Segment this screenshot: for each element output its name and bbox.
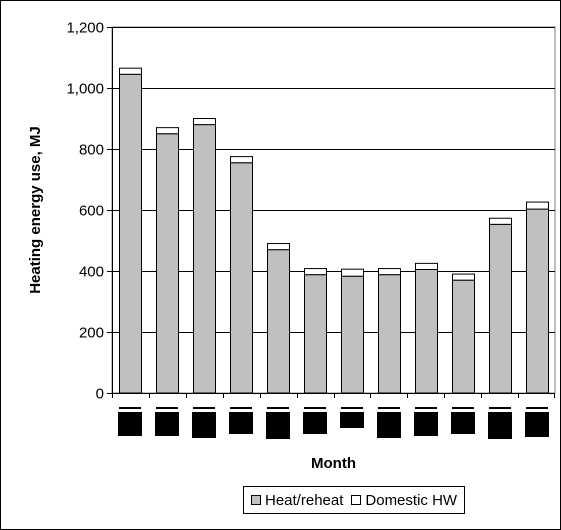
legend-item-heat-reheat: Heat/reheat	[251, 492, 343, 509]
bar-heat-reheat	[378, 274, 401, 394]
bar-heat-reheat	[304, 274, 327, 394]
x-tick-label-redaction	[266, 412, 290, 439]
y-tick-label: 800	[79, 142, 104, 159]
x-tick-label-redaction	[414, 412, 438, 436]
x-tick-label-redaction-top	[415, 407, 437, 409]
y-tick-label: 0	[96, 386, 104, 403]
y-tick-label: 600	[79, 203, 104, 220]
legend-label-domestic-hw: Domestic HW	[365, 491, 458, 509]
x-tick-label-redaction	[155, 412, 179, 436]
x-axis-title: Month	[311, 455, 356, 472]
axes	[107, 27, 555, 398]
y-tick-label: 1,000	[66, 81, 104, 98]
x-tick-label-redaction-top	[267, 407, 289, 409]
x-tick-label-redaction	[229, 412, 253, 434]
bar-heat-reheat	[341, 275, 364, 394]
bar-domestic-hw	[230, 156, 253, 164]
x-tick-label-redaction-top	[304, 407, 326, 409]
x-tick-label-redaction-top	[452, 407, 474, 409]
bar-domestic-hw	[156, 127, 179, 135]
x-tick-label-redaction	[340, 412, 364, 428]
bar-domestic-hw	[452, 273, 475, 281]
y-tick-labels: 0 200 400 600 800 1,000 1,200	[66, 20, 104, 403]
bar-domestic-hw	[415, 262, 438, 270]
bar-domestic-hw	[341, 268, 364, 277]
legend: Heat/reheat Domestic HW	[243, 486, 466, 514]
x-tick-label-redaction-top	[378, 407, 400, 409]
x-tick-label-redaction-top	[230, 407, 252, 409]
x-tick-label-redaction	[118, 412, 142, 436]
x-tick-label-redaction	[451, 412, 475, 434]
gridlines	[111, 26, 556, 394]
bar-domestic-hw	[304, 268, 327, 276]
x-tick-label-redaction-top	[119, 407, 141, 409]
bar-heat-reheat	[415, 268, 438, 394]
legend-swatch-domestic-hw	[351, 495, 362, 505]
bar-domestic-hw	[526, 201, 549, 210]
legend-label-heat-reheat: Heat/reheat	[265, 491, 344, 509]
y-tick-label: 200	[79, 325, 104, 342]
x-tick-label-redaction-top	[526, 407, 548, 409]
x-tick-label-redaction	[377, 412, 401, 438]
x-tick-label-redaction-top	[156, 407, 178, 409]
bar-domestic-hw	[267, 243, 290, 251]
bar-domestic-hw	[378, 268, 401, 276]
y-tick-label: 400	[79, 264, 104, 281]
bar-heat-reheat	[489, 223, 512, 394]
legend-swatch-heat-reheat	[251, 495, 261, 505]
x-tick-label-redaction	[192, 412, 216, 438]
x-tick-label-redaction-top	[489, 407, 511, 409]
bar-heat-reheat	[156, 133, 179, 394]
y-tick-label: 1,200	[66, 20, 104, 37]
bar-heat-reheat	[119, 73, 142, 394]
x-tick-labels	[118, 407, 549, 439]
bars	[119, 67, 549, 394]
x-tick-label-redaction-top	[193, 407, 215, 409]
x-tick-label-redaction	[488, 412, 512, 439]
bar-heat-reheat	[267, 249, 290, 394]
legend-item-domestic-hw: Domestic HW	[351, 492, 457, 509]
bar-domestic-hw	[193, 118, 216, 126]
bar-domestic-hw	[489, 217, 512, 225]
bar-heat-reheat	[193, 124, 216, 394]
y-axis-title: Heating energy use, MJ	[27, 126, 44, 294]
bar-heat-reheat	[526, 208, 549, 394]
bar-heat-reheat	[230, 162, 253, 394]
x-tick-label-redaction	[525, 412, 549, 437]
bar-heat-reheat	[452, 279, 475, 394]
x-tick-label-redaction	[303, 412, 327, 434]
bar-domestic-hw	[119, 67, 142, 75]
x-tick-label-redaction-top	[341, 407, 363, 409]
